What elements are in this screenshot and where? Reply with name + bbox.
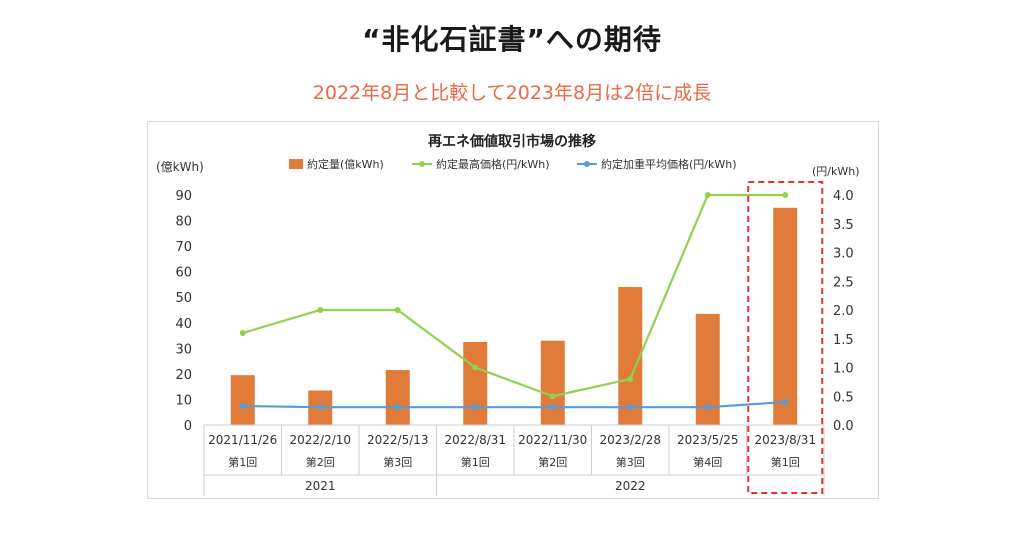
y-left-axis-label: (億kWh) (156, 160, 204, 174)
avg-price-point (394, 404, 401, 411)
y-left-tick-label: 0 (184, 419, 192, 434)
chart-frame (147, 121, 879, 499)
avg-price-point (472, 404, 479, 411)
bar-contract-volume (773, 207, 798, 425)
avg-price-point (704, 404, 711, 411)
avg-price-point (627, 404, 634, 411)
y-right-tick-label: 3.0 (833, 247, 854, 262)
legend-avg-marker (584, 161, 590, 167)
x-category-label: 2023/8/31 (754, 433, 816, 447)
max-price-line (242, 193, 786, 398)
x-round-label: 第1回 (228, 455, 257, 469)
y-right-axis-label: (円/kWh) (812, 165, 860, 178)
x-round-label: 第3回 (616, 455, 645, 469)
x-year-label: 2022 (615, 479, 646, 493)
x-round-label: 第1回 (461, 455, 490, 469)
legend-bar-label: 約定量(億kWh) (307, 157, 384, 171)
x-category-label: 2023/5/25 (677, 433, 739, 447)
max-price-point (472, 364, 479, 371)
legend-avg-label: 約定加重平均価格(円/kWh) (601, 157, 737, 171)
y-right-tick-label: 4.0 (833, 189, 854, 204)
bar-contract-volume (618, 287, 643, 425)
y-left-tick-label: 10 (175, 393, 192, 408)
bar-contract-volume (385, 370, 410, 425)
legend-max-label: 約定最高価格(円/kWh) (436, 157, 550, 171)
y-left-tick-label: 40 (175, 317, 192, 332)
y-right-tick-label: 1.0 (833, 362, 854, 377)
y-left-tick-label: 20 (175, 368, 192, 383)
x-category-label: 2023/2/28 (599, 433, 661, 447)
x-round-label: 第2回 (306, 455, 335, 469)
x-category-label: 2022/2/10 (289, 433, 351, 447)
bar-contract-volume (230, 375, 255, 425)
legend-bar-swatch (289, 159, 303, 169)
max-price-point (549, 393, 556, 400)
chart-title: 再エネ価値取引市場の推移 (428, 133, 596, 150)
page-subtitle: 2022年8月と比較して2023年8月は2倍に成長 (312, 82, 712, 104)
x-round-label: 第3回 (383, 455, 412, 469)
y-left-tick-label: 50 (175, 291, 192, 306)
max-price-point (317, 307, 324, 313)
x-category-label: 2022/11/30 (518, 433, 587, 447)
bar-contract-volume (463, 341, 488, 425)
y-left-tick-label: 30 (175, 342, 192, 357)
x-round-label: 第2回 (538, 455, 567, 469)
avg-price-point (549, 404, 556, 411)
bar-contract-volume (540, 340, 565, 425)
max-price-point (782, 192, 789, 198)
y-left-tick-label: 60 (175, 266, 192, 281)
max-price-point (239, 330, 246, 336)
y-right-tick-label: 2.5 (833, 275, 854, 290)
x-round-label: 第1回 (771, 455, 800, 469)
max-price-point (394, 307, 401, 313)
max-price-point (627, 376, 634, 382)
x-round-label: 第4回 (693, 455, 722, 469)
avg-price-point (239, 403, 246, 410)
y-right-tick-label: 2.0 (833, 304, 854, 319)
x-year-label: 2021 (305, 479, 336, 493)
x-category-label: 2022/5/13 (367, 433, 429, 447)
y-left-tick-label: 80 (175, 215, 192, 230)
avg-price-point (317, 404, 324, 411)
x-category-label: 2021/11/26 (208, 433, 277, 447)
y-right-tick-label: 0.5 (833, 390, 854, 405)
max-price-point (704, 192, 711, 198)
avg-price-point (782, 399, 789, 405)
y-right-tick-label: 3.5 (833, 218, 854, 233)
highlight-box (747, 181, 824, 494)
y-left-tick-label: 90 (175, 189, 192, 204)
y-right-tick-label: 1.5 (833, 333, 854, 348)
avg-price-line (242, 400, 786, 409)
legend-max-marker (419, 161, 425, 167)
y-right-tick-label: 0.0 (833, 419, 854, 434)
y-left-tick-label: 70 (175, 240, 192, 255)
page-title: “非化石証書”への期待 (362, 23, 662, 56)
x-category-label: 2022/8/31 (444, 433, 506, 447)
